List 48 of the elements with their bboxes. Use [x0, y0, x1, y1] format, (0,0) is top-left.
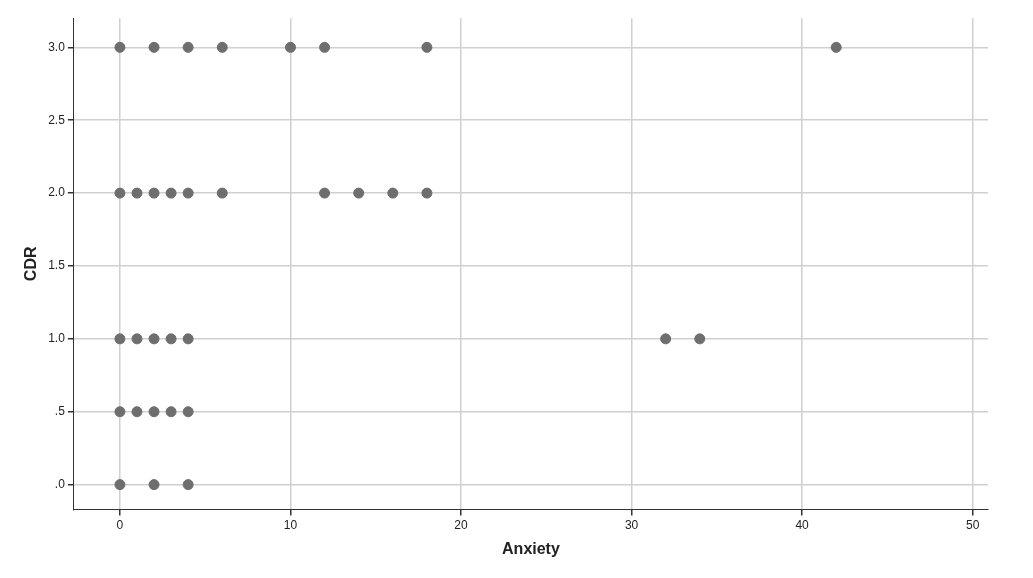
x-axis-title: Anxiety	[502, 539, 560, 557]
y-tick-label: 2.0	[48, 185, 66, 200]
point	[387, 187, 399, 199]
point	[165, 333, 177, 345]
point	[284, 41, 296, 53]
point	[182, 333, 194, 345]
point	[421, 41, 433, 53]
x-tick-label: 40	[795, 517, 810, 532]
point	[182, 187, 194, 199]
x-tick-label: 10	[283, 517, 298, 532]
point	[353, 187, 365, 199]
y-tick-label: 2.5	[48, 112, 66, 127]
point	[148, 41, 160, 53]
point	[131, 333, 143, 345]
point	[319, 41, 331, 53]
point	[182, 41, 194, 53]
point	[114, 333, 126, 345]
point	[148, 187, 160, 199]
point	[216, 187, 228, 199]
y-tick-label: .0	[54, 476, 66, 491]
y-tick-label: 1.5	[48, 258, 66, 273]
y-tick-label: 1.0	[48, 331, 66, 346]
point	[165, 406, 177, 418]
point	[114, 479, 126, 491]
point	[660, 333, 672, 345]
point	[114, 187, 126, 199]
y-axis-title: CDR	[22, 246, 40, 282]
point	[694, 333, 706, 345]
point	[182, 479, 194, 491]
point	[148, 406, 160, 418]
point	[165, 187, 177, 199]
point	[114, 406, 126, 418]
point	[148, 333, 160, 345]
point	[216, 41, 228, 53]
point	[421, 187, 433, 199]
point	[319, 187, 331, 199]
point	[148, 479, 160, 491]
x-tick-label: 30	[624, 517, 639, 532]
point	[131, 187, 143, 199]
x-tick-label: 50	[965, 517, 980, 532]
y-tick-label: 3.0	[48, 39, 66, 54]
x-tick-label: 20	[454, 517, 469, 532]
y-tick-label: .5	[54, 404, 66, 419]
point	[114, 41, 126, 53]
x-tick-label: 0	[116, 517, 124, 532]
point	[131, 406, 143, 418]
point	[830, 41, 842, 53]
point	[182, 406, 194, 418]
